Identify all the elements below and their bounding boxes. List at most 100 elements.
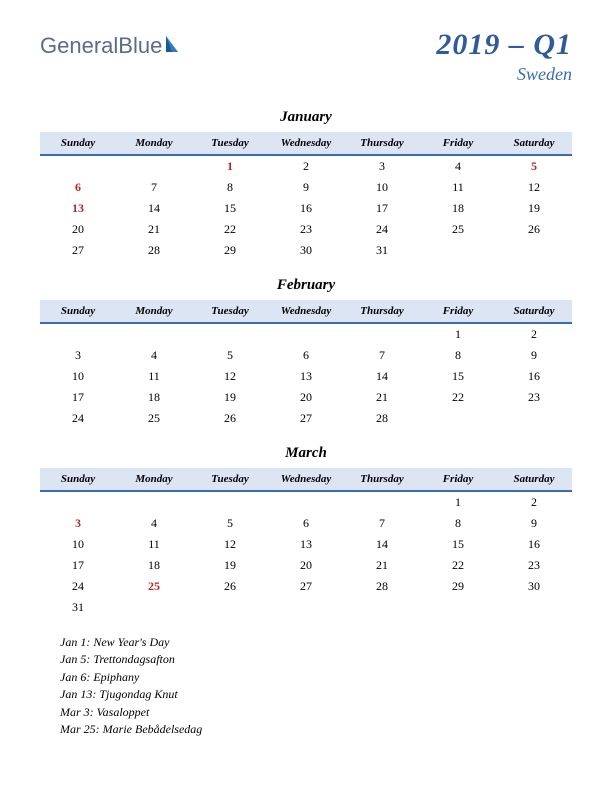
calendar-cell: 24: [40, 576, 116, 597]
calendar-cell: 15: [420, 534, 496, 555]
calendar-cell: 22: [420, 387, 496, 408]
calendar-cell: 20: [40, 219, 116, 240]
calendar-cell: 8: [420, 345, 496, 366]
day-header: Saturday: [496, 300, 572, 323]
calendar-cell: [268, 491, 344, 513]
calendar-cell: 7: [344, 345, 420, 366]
calendar-row: 17181920212223: [40, 387, 572, 408]
page-subtitle: Sweden: [436, 64, 572, 85]
month-block: MarchSundayMondayTuesdayWednesdayThursda…: [40, 445, 572, 618]
calendar-cell: 2: [268, 155, 344, 177]
calendar-cell: 29: [420, 576, 496, 597]
day-header: Thursday: [344, 468, 420, 491]
calendar-cell: 10: [40, 366, 116, 387]
day-header: Monday: [116, 132, 192, 155]
logo-sail-icon: [164, 34, 182, 59]
calendar-cell: 9: [268, 177, 344, 198]
month-block: February SundayMondayTuesdayWednesdayThur…: [40, 277, 572, 429]
day-header: Friday: [420, 300, 496, 323]
calendar-cell: 20: [268, 387, 344, 408]
calendar-cell: 13: [268, 366, 344, 387]
calendar-cell: 5: [496, 155, 572, 177]
calendar-cell: 13: [268, 534, 344, 555]
calendar-cell: 6: [268, 345, 344, 366]
calendar-table: SundayMondayTuesdayWednesdayThursdayFrid…: [40, 468, 572, 618]
calendar-cell: 30: [496, 576, 572, 597]
calendar-cell: 9: [496, 345, 572, 366]
day-header: Monday: [116, 300, 192, 323]
calendar-cell: 18: [116, 555, 192, 576]
calendar-cell: [40, 155, 116, 177]
calendar-cell: 23: [268, 219, 344, 240]
calendar-cell: 16: [496, 366, 572, 387]
calendar-cell: 7: [344, 513, 420, 534]
page-title: 2019 – Q1: [436, 28, 572, 62]
calendar-cell: [268, 323, 344, 345]
month-block: January SundayMondayTuesdayWednesdayThurs…: [40, 109, 572, 261]
day-header: Saturday: [496, 468, 572, 491]
calendar-cell: 1: [192, 155, 268, 177]
calendar-cell: 11: [420, 177, 496, 198]
calendars-container: JanuarySundayMondayTuesdayWednesdayThurs…: [40, 109, 572, 618]
day-header: Tuesday: [192, 468, 268, 491]
day-header: Tuesday: [192, 132, 268, 155]
calendar-cell: 11: [116, 534, 192, 555]
calendar-cell: 31: [344, 240, 420, 261]
calendar-cell: [420, 240, 496, 261]
calendar-cell: 1: [420, 323, 496, 345]
holiday-item: Jan 1: New Year's Day: [60, 634, 572, 651]
holiday-item: Jan 13: Tjugondag Knut: [60, 686, 572, 703]
calendar-cell: 16: [496, 534, 572, 555]
calendar-cell: 17: [40, 555, 116, 576]
calendar-cell: 29: [192, 240, 268, 261]
calendar-cell: 19: [192, 555, 268, 576]
calendar-row: 3456789: [40, 345, 572, 366]
calendar-cell: 26: [192, 408, 268, 429]
day-header: Sunday: [40, 468, 116, 491]
calendar-cell: [496, 408, 572, 429]
holiday-item: Jan 5: Trettondagsafton: [60, 651, 572, 668]
month-name: February: [40, 277, 572, 294]
day-header: Friday: [420, 132, 496, 155]
calendar-cell: [344, 597, 420, 618]
calendar-cell: 27: [268, 576, 344, 597]
day-header: Wednesday: [268, 468, 344, 491]
calendar-cell: [116, 155, 192, 177]
calendar-cell: [116, 597, 192, 618]
calendar-cell: 21: [344, 387, 420, 408]
calendar-cell: 6: [268, 513, 344, 534]
calendar-cell: 4: [116, 345, 192, 366]
calendar-cell: 8: [192, 177, 268, 198]
calendar-row: 2728293031: [40, 240, 572, 261]
calendar-cell: 26: [496, 219, 572, 240]
calendar-cell: [40, 491, 116, 513]
calendar-cell: [192, 323, 268, 345]
calendar-cell: [420, 408, 496, 429]
holidays-list: Jan 1: New Year's DayJan 5: Trettondagsa…: [40, 634, 572, 738]
calendar-cell: [116, 323, 192, 345]
calendar-row: 10111213141516: [40, 534, 572, 555]
calendar-cell: 3: [344, 155, 420, 177]
calendar-cell: 18: [420, 198, 496, 219]
calendar-table: SundayMondayTuesdayWednesdayThursdayFrid…: [40, 300, 572, 429]
calendar-cell: [496, 597, 572, 618]
calendar-cell: 5: [192, 513, 268, 534]
calendar-cell: 10: [344, 177, 420, 198]
month-name: January: [40, 109, 572, 126]
calendar-cell: 16: [268, 198, 344, 219]
day-header: Wednesday: [268, 132, 344, 155]
calendar-row: 2425262728: [40, 408, 572, 429]
calendar-cell: 28: [344, 576, 420, 597]
calendar-cell: 13: [40, 198, 116, 219]
calendar-cell: 15: [192, 198, 268, 219]
calendar-cell: 6: [40, 177, 116, 198]
calendar-cell: 21: [344, 555, 420, 576]
calendar-row: 13141516171819: [40, 198, 572, 219]
calendar-row: 12: [40, 323, 572, 345]
day-header: Friday: [420, 468, 496, 491]
calendar-cell: 24: [344, 219, 420, 240]
calendar-row: 17181920212223: [40, 555, 572, 576]
calendar-row: 20212223242526: [40, 219, 572, 240]
calendar-cell: [192, 597, 268, 618]
calendar-table: SundayMondayTuesdayWednesdayThursdayFrid…: [40, 132, 572, 261]
